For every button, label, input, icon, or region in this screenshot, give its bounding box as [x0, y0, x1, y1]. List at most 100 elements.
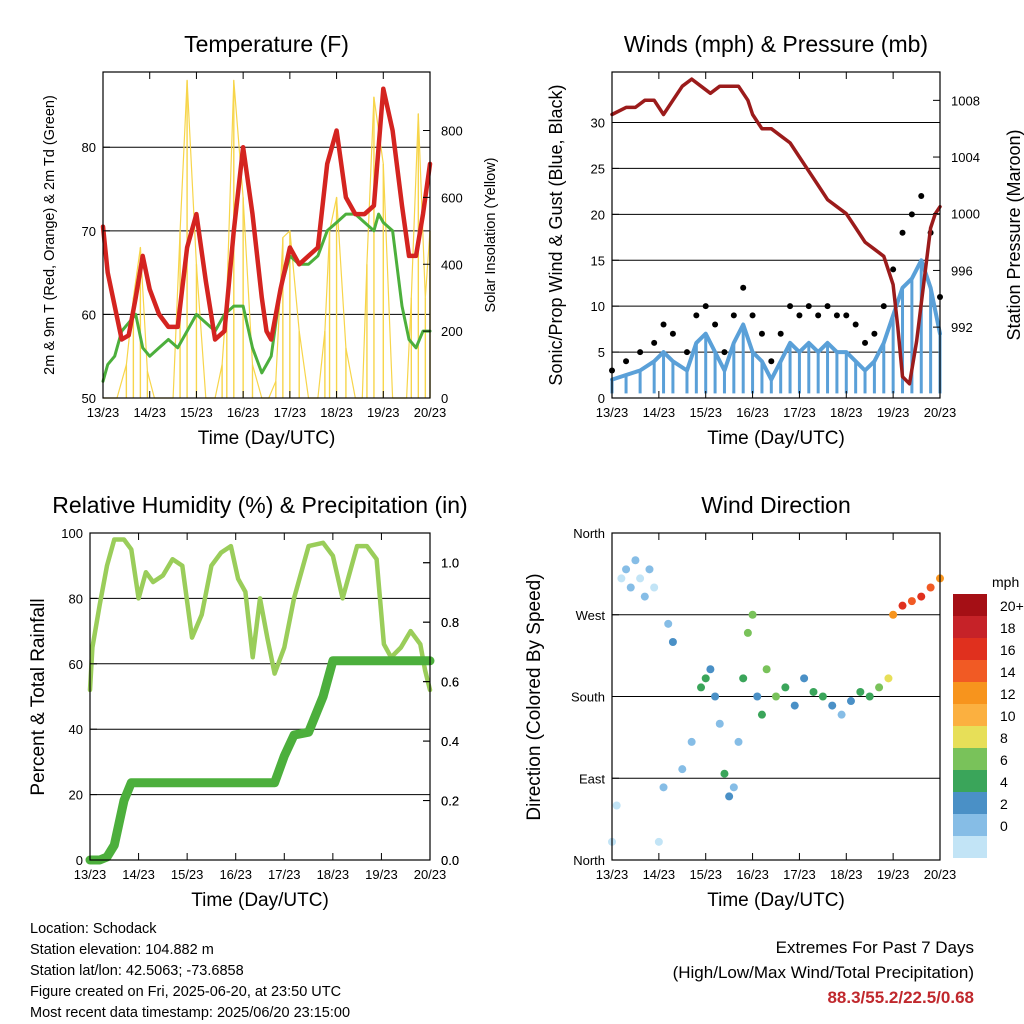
gust-point	[768, 358, 775, 365]
pressure-line	[610, 77, 942, 386]
direction-point	[856, 687, 865, 696]
direction-point	[762, 665, 771, 674]
direction-point	[626, 583, 635, 592]
direction-point	[612, 801, 621, 810]
gust-point	[730, 312, 737, 319]
y2-tick-label: 0.0	[441, 853, 459, 868]
y-tick-label: West	[576, 608, 606, 623]
direction-point	[757, 710, 766, 719]
x-tick-label: 15/23	[689, 405, 722, 420]
x-tick-label: 15/23	[180, 405, 213, 420]
direction-point	[631, 556, 640, 565]
x-tick-label: 18/23	[320, 405, 353, 420]
direction-point	[739, 674, 748, 683]
chart-panel-humidity: Relative Humidity (%) & Precipitation (i…	[28, 492, 468, 911]
y2-tick-label: 0.0	[441, 853, 459, 868]
y2-tick-label: 0.6	[441, 675, 459, 690]
y-tick-label: 30	[591, 116, 605, 131]
y-tick-label: 0	[76, 853, 83, 868]
x-axis-label: Time (Day/UTC)	[707, 890, 845, 911]
direction-point	[622, 565, 631, 574]
humidity-line	[87, 537, 433, 693]
chart-title: Wind Direction	[701, 492, 851, 518]
y2-tick-label: 1008	[951, 93, 980, 108]
colorbar-label: 14	[1000, 664, 1016, 680]
direction-point	[865, 692, 874, 701]
direction-point	[884, 674, 893, 683]
x-tick-label: 17/23	[268, 867, 301, 882]
direction-point	[772, 692, 780, 701]
y2-tick-label: 400	[441, 257, 463, 272]
gust-point	[758, 330, 765, 337]
y-tick-label: 80	[82, 140, 96, 155]
extremes-subtitle: (High/Low/Max Wind/Total Precipitation)	[672, 963, 974, 982]
colorbar-label: 18	[1000, 620, 1016, 636]
extremes-values: 88.3/55.2/22.5/0.68	[827, 988, 974, 1007]
direction-point	[917, 592, 926, 601]
gust-point	[749, 312, 756, 319]
extremes-title: Extremes For Past 7 Days	[775, 938, 974, 957]
x-tick-label: 18/23	[830, 405, 863, 420]
gust-point	[890, 266, 897, 273]
colorbar-swatch	[953, 660, 987, 682]
y2-axis-label: Solar Insolation (Yellow)	[483, 157, 499, 312]
y2-tick-label: 1000	[951, 207, 980, 222]
direction-point	[645, 565, 654, 574]
direction-point	[889, 610, 898, 619]
y-tick-label: 100	[61, 526, 83, 541]
gust-point	[669, 330, 676, 337]
colorbar-label: 2	[1000, 796, 1008, 812]
direction-point	[846, 697, 855, 706]
gust-point	[777, 330, 784, 337]
colorbar-label: 10	[1000, 708, 1016, 724]
y-axis-label: Direction (Colored By Speed)	[524, 573, 545, 820]
sonic-wind-line	[610, 258, 942, 382]
colorbar-swatch	[953, 792, 987, 814]
y-tick-label: 50	[82, 391, 96, 406]
x-tick-label: 20/23	[414, 867, 447, 882]
direction-point	[711, 692, 720, 701]
gust-point	[660, 321, 667, 328]
direction-point	[687, 737, 696, 746]
y2-tick-label: 0.6	[441, 675, 459, 690]
direction-point	[907, 597, 916, 606]
direction-point	[636, 574, 645, 583]
colorbar-label: 6	[1000, 752, 1008, 768]
y-tick-label: 40	[69, 722, 83, 737]
plot-frame	[102, 71, 431, 399]
x-tick-label: 17/23	[783, 867, 816, 882]
plot-frame	[89, 532, 431, 861]
gust-point	[796, 312, 803, 319]
y-tick-label: 60	[69, 657, 83, 672]
x-tick-label: 19/23	[365, 867, 398, 882]
colorbar-swatch	[953, 594, 987, 616]
y2-tick-label: 1004	[951, 150, 980, 165]
direction-point	[875, 683, 884, 692]
direction-point	[781, 683, 790, 692]
gust-point	[918, 192, 925, 199]
y2-tick-label: 0.2	[441, 794, 459, 809]
y-tick-label: North	[573, 853, 605, 868]
temperature-line	[100, 86, 433, 342]
y2-tick-label: 0.8	[441, 615, 459, 630]
x-axis-label: Time (Day/UTC)	[198, 428, 336, 449]
colorbar-swatch	[953, 748, 987, 770]
colorbar-swatch	[953, 682, 987, 704]
direction-point	[800, 674, 809, 683]
x-tick-label: 20/23	[924, 405, 957, 420]
direction-point	[650, 583, 659, 592]
colorbar-swatch	[953, 616, 987, 638]
x-tick-label: 15/23	[171, 867, 204, 882]
direction-point	[837, 710, 846, 719]
direction-point	[617, 574, 626, 583]
direction-point	[725, 792, 734, 801]
direction-point	[734, 737, 743, 746]
gust-point	[721, 349, 728, 356]
direction-point	[828, 701, 837, 710]
direction-point	[697, 683, 706, 692]
colorbar-label: 4	[1000, 774, 1008, 790]
colorbar-title: mph	[992, 574, 1019, 590]
direction-point	[729, 783, 738, 792]
y-tick-label: 20	[69, 788, 83, 803]
